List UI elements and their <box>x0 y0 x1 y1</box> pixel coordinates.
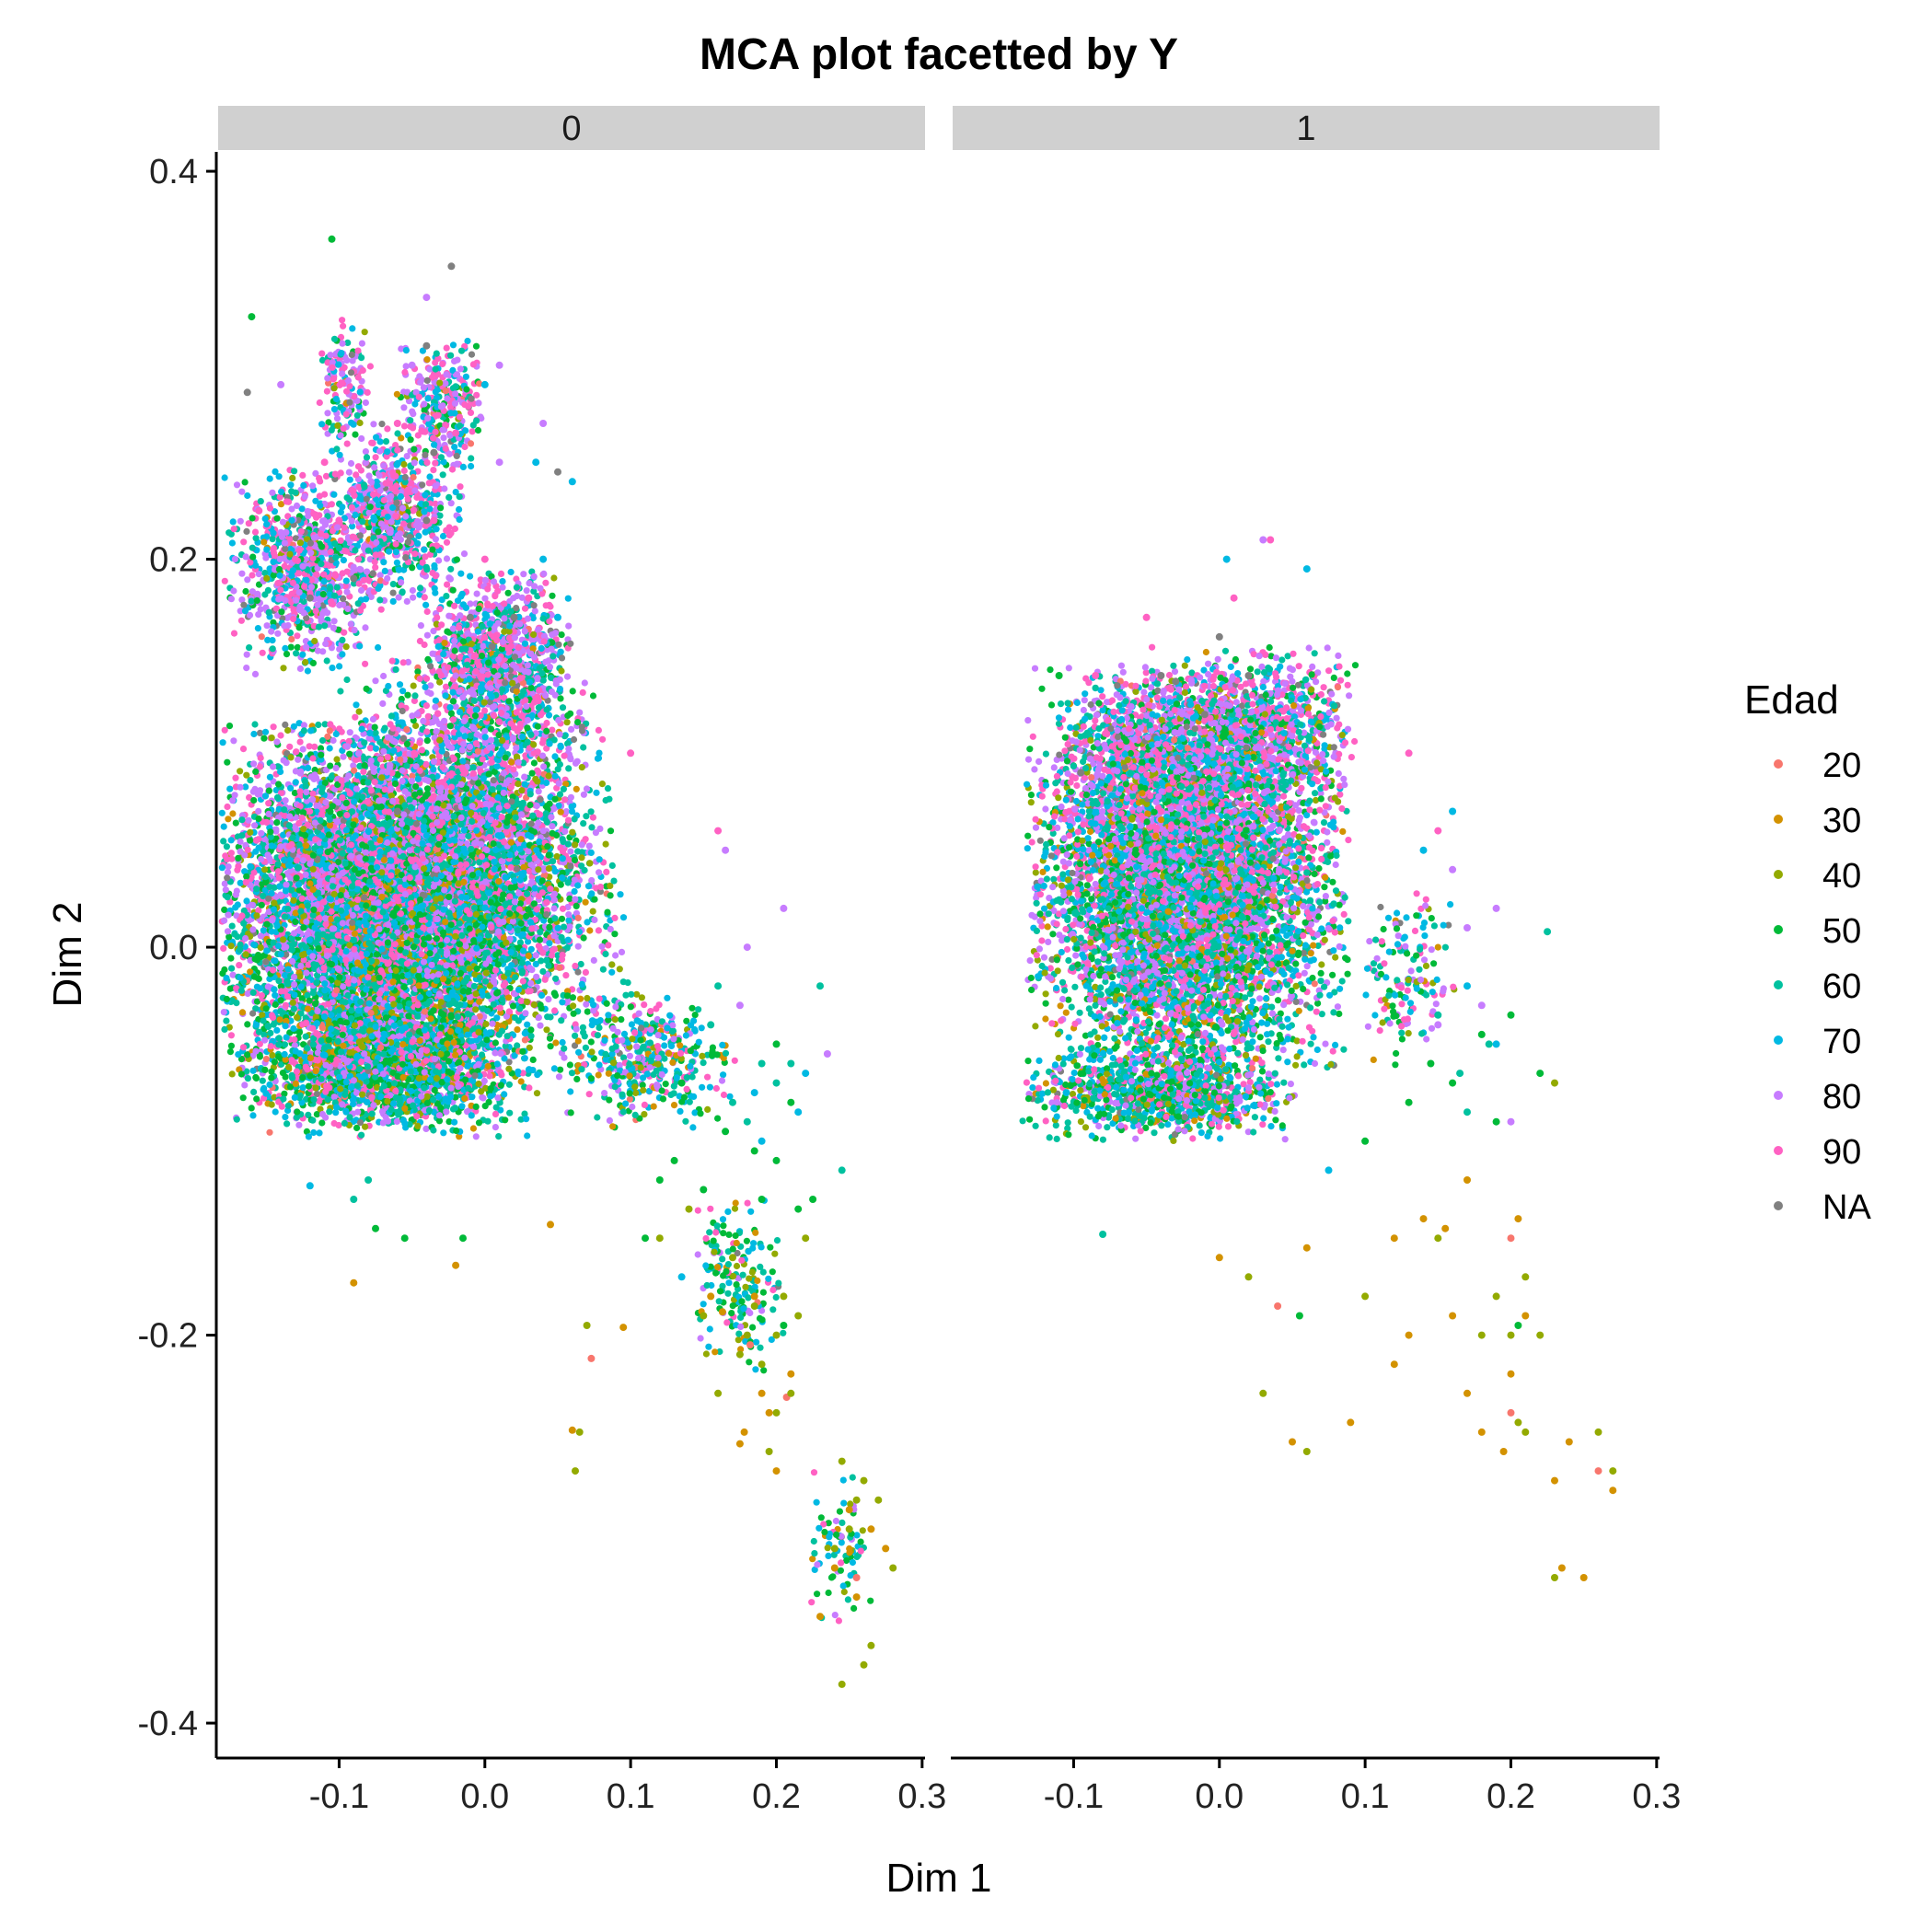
scatter-point <box>228 943 235 949</box>
scatter-point <box>245 1075 251 1082</box>
scatter-point <box>228 1043 235 1049</box>
scatter-point <box>534 1090 540 1096</box>
scatter-point <box>249 1112 256 1118</box>
scatter-point <box>272 992 278 999</box>
scatter-point <box>300 746 307 752</box>
scatter-point <box>239 1009 246 1015</box>
point-cloud-texture <box>219 317 874 1624</box>
scatter-point <box>223 1018 229 1024</box>
scatter-point <box>222 727 228 734</box>
scatter-point <box>262 729 269 735</box>
facet-panel-0: 0 -0.1 0.0 0.1 0.2 0.3 <box>216 106 946 1816</box>
scatter-point <box>228 837 235 843</box>
scatter-point <box>294 1014 300 1021</box>
scatter-point <box>281 758 287 764</box>
facet-strip-label: 0 <box>561 110 581 148</box>
scatter-point <box>229 1070 236 1077</box>
scatter-point <box>230 737 237 744</box>
scatter-point <box>221 918 227 924</box>
scatter-point <box>297 739 304 746</box>
scatter-point <box>263 947 270 954</box>
chart-title: MCA plot facetted by Y <box>700 30 1178 79</box>
scatter-point <box>273 1027 280 1034</box>
scatter-point <box>272 828 279 835</box>
scatter-point <box>240 1094 247 1101</box>
scatter-point <box>283 797 289 804</box>
scatter-point <box>255 808 261 815</box>
scatter-point <box>250 731 257 737</box>
scatter-point <box>329 773 335 780</box>
scatter-point <box>251 721 258 727</box>
scatter-point <box>234 867 240 873</box>
scatter-point <box>293 779 299 785</box>
scatter-point <box>243 873 249 880</box>
scatter-point <box>220 739 226 746</box>
scatter-point <box>232 775 238 781</box>
scatter-point <box>286 744 293 750</box>
scatter-point <box>225 894 231 900</box>
scatter-point <box>243 772 249 779</box>
scatter-point <box>237 880 244 886</box>
scatter-point <box>294 857 300 863</box>
scatter-point <box>223 886 229 893</box>
scatter-point <box>318 752 324 758</box>
scatter-point <box>224 856 230 862</box>
scatter-point <box>275 861 282 867</box>
scatter-point <box>522 1055 528 1061</box>
scatter-point <box>224 759 230 766</box>
scatter-point <box>297 769 304 775</box>
scatter-point <box>340 754 346 760</box>
x-tick-label: 0.3 <box>897 1777 946 1816</box>
facet-panels: 0-0.1 0.0 0.1 0.2 0.31-0.1 0.0 0.1 0.2 0.3 <box>216 106 1681 1816</box>
scatter-point <box>221 1026 227 1033</box>
scatter-point <box>236 962 242 968</box>
scatter-point <box>297 788 304 794</box>
scatter-point <box>220 945 226 952</box>
scatter-point <box>315 722 321 728</box>
scatter-point <box>235 855 241 862</box>
scatter-point <box>277 732 283 738</box>
scatter-point <box>333 756 340 762</box>
scatter-point <box>237 768 243 774</box>
scatter-point <box>228 966 235 972</box>
scatter-point <box>506 1110 513 1116</box>
scatter-point <box>327 745 333 751</box>
scatter-point <box>228 1032 235 1038</box>
scatter-point <box>267 1030 273 1036</box>
scatter-point <box>303 1034 309 1040</box>
scatter-point <box>225 816 231 822</box>
x-tick-label: 0.1 <box>607 1777 655 1816</box>
scatter-point <box>327 721 333 727</box>
scatter-point <box>219 810 226 816</box>
scatter-point <box>291 723 297 730</box>
scatter-point <box>296 1029 303 1035</box>
scatter-point <box>269 1012 275 1018</box>
scatter-point <box>257 730 263 736</box>
scatter-point <box>227 955 234 962</box>
x-tick-label: 0.0 <box>460 1777 509 1816</box>
x-tick-label: -0.1 <box>309 1777 369 1816</box>
scatter-point <box>221 824 227 830</box>
scatter-point <box>282 722 288 728</box>
scatter-point <box>243 951 249 957</box>
scatter-point <box>240 746 247 752</box>
scatter-point <box>270 763 276 769</box>
scatter-point <box>229 810 236 816</box>
scatter-point <box>233 820 239 827</box>
x-tick-label: 0.2 <box>752 1777 801 1816</box>
scatter-point <box>269 735 275 741</box>
scatter-point <box>271 986 277 992</box>
scatter-point <box>228 850 235 856</box>
